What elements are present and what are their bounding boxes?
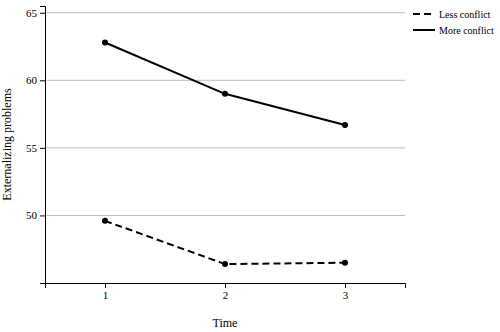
tick-mark bbox=[40, 215, 45, 216]
legend-label: More conflict bbox=[439, 25, 494, 36]
legend-item: Less conflict bbox=[413, 9, 491, 20]
point bbox=[222, 91, 228, 97]
y-axis: 50 55 60 65 bbox=[26, 7, 46, 284]
tick-mark bbox=[225, 283, 226, 288]
grid bbox=[45, 13, 405, 216]
axis-line bbox=[46, 284, 406, 289]
tick-mark bbox=[40, 148, 45, 149]
point bbox=[342, 260, 348, 266]
legend-item: More conflict bbox=[413, 25, 494, 36]
grid-line bbox=[45, 12, 405, 13]
tick: 1 bbox=[103, 283, 109, 301]
point bbox=[102, 39, 108, 45]
tick-label: 55 bbox=[26, 142, 38, 154]
tick: 55 bbox=[26, 142, 45, 154]
x-axis: 1 2 3 bbox=[46, 283, 406, 301]
series-group bbox=[102, 39, 348, 267]
tick: 65 bbox=[26, 7, 45, 19]
grid-line bbox=[45, 80, 405, 81]
plot: 1 2 3 50 55 60 65 bbox=[26, 7, 406, 301]
series-line bbox=[105, 221, 345, 264]
chart: 1 2 3 50 55 60 65 Time Externalizing problems Les… bbox=[0, 0, 500, 332]
y-axis-title: Externalizing problems bbox=[0, 88, 14, 201]
legend: Less conflict More conflict bbox=[413, 9, 494, 36]
tick-mark bbox=[40, 80, 45, 81]
tick: 50 bbox=[26, 209, 45, 221]
tick-mark bbox=[345, 283, 346, 288]
tick-label: 3 bbox=[343, 289, 349, 301]
axis-line bbox=[40, 7, 46, 284]
tick-label: 50 bbox=[26, 209, 38, 221]
x-axis-title: Time bbox=[213, 316, 238, 330]
tick-mark bbox=[105, 283, 106, 288]
series-line bbox=[105, 42, 345, 124]
tick-label: 60 bbox=[26, 74, 38, 86]
legend-swatch bbox=[413, 29, 435, 31]
tick-label: 2 bbox=[223, 289, 229, 301]
point bbox=[102, 218, 108, 224]
grid-line bbox=[45, 147, 405, 148]
tick: 2 bbox=[223, 283, 229, 301]
point bbox=[342, 122, 348, 128]
legend-swatch bbox=[413, 13, 435, 15]
tick-label: 1 bbox=[103, 289, 109, 301]
point bbox=[222, 261, 228, 267]
tick-mark bbox=[40, 13, 45, 14]
legend-label: Less conflict bbox=[439, 9, 491, 20]
tick: 3 bbox=[343, 283, 349, 301]
tick: 60 bbox=[26, 74, 45, 86]
tick-label: 65 bbox=[26, 7, 38, 19]
grid-line bbox=[45, 215, 405, 216]
